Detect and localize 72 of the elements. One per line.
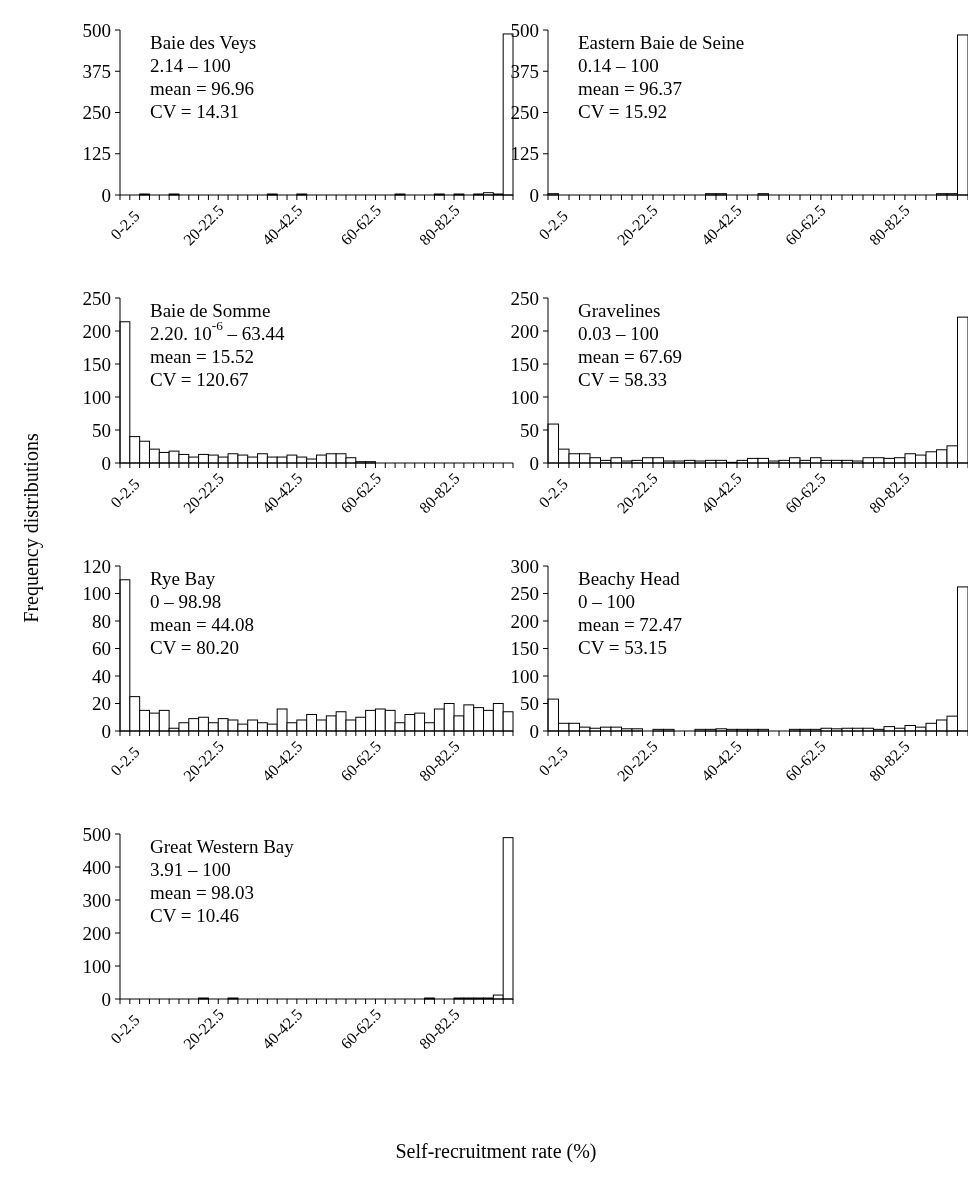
annotation: 0 – 98.98 [150, 590, 222, 612]
annotation: 2.20. 10$^{-6}$ – 63.44 [150, 318, 286, 344]
chart-title: Gravelines [578, 299, 661, 321]
annotation: mean = 67.69 [578, 345, 683, 367]
y-tick-label: 150 [82, 353, 111, 375]
annotation: CV = 10.46 [150, 904, 240, 926]
annotation: CV = 120.67 [150, 368, 249, 390]
y-tick-label: 500 [82, 823, 111, 845]
annotation: mean = 96.96 [150, 77, 255, 99]
y-tick-label: 300 [82, 889, 111, 911]
y-tick-label: 150 [510, 353, 539, 375]
y-tick-label: 200 [510, 320, 539, 342]
annotation: mean = 72.47 [578, 613, 683, 635]
y-tick-label: 0 [529, 720, 539, 742]
y-tick-label: 200 [82, 922, 111, 944]
y-tick-label: 200 [82, 320, 111, 342]
y-tick-label: 250 [510, 583, 539, 604]
annotation: 2.14 – 100 [150, 54, 231, 76]
y-tick-label: 50 [520, 693, 539, 714]
y-tick-label: 500 [82, 19, 111, 41]
y-tick-label: 0 [101, 184, 111, 206]
chart-title: Beachy Head [578, 567, 681, 589]
y-tick-label: 125 [510, 143, 539, 165]
y-tick-label: 100 [510, 386, 539, 408]
y-tick-label: 50 [520, 419, 539, 441]
y-tick-label: 0 [529, 184, 539, 206]
y-tick-label: 250 [510, 287, 539, 309]
annotation: CV = 58.33 [578, 368, 668, 390]
y-tick-label: 60 [92, 638, 111, 659]
annotation: 0.03 – 100 [578, 322, 659, 344]
chart-title: Rye Bay [150, 567, 216, 589]
y-tick-label: 250 [510, 102, 539, 123]
annotation: CV = 14.31 [150, 100, 240, 122]
y-tick-label: 100 [82, 583, 111, 604]
chart-title: Great Western Bay [150, 835, 295, 857]
annotation: mean = 44.08 [150, 613, 255, 635]
y-tick-label: 300 [510, 555, 539, 577]
y-tick-label: 375 [510, 60, 539, 82]
y-tick-label: 20 [92, 693, 111, 714]
annotation: 3.91 – 100 [150, 858, 231, 880]
y-tick-label: 0 [529, 452, 539, 474]
x-axis-title: Self-recruitment rate (%) [395, 1140, 597, 1163]
chart-title: Baie de Somme [150, 299, 271, 321]
y-axis-title: Frequency distributions [20, 433, 43, 623]
annotation: CV = 53.15 [578, 636, 668, 658]
y-tick-label: 80 [92, 610, 111, 632]
y-tick-label: 120 [82, 555, 111, 577]
annotation: 0.14 – 100 [578, 54, 659, 76]
annotation: 0 – 100 [578, 590, 635, 612]
y-tick-label: 400 [82, 856, 111, 878]
y-tick-label: 125 [82, 143, 111, 165]
annotation: mean = 98.03 [150, 881, 255, 903]
y-tick-label: 0 [101, 988, 111, 1010]
annotation: CV = 15.92 [578, 100, 668, 122]
y-tick-label: 500 [510, 19, 539, 41]
y-tick-label: 0 [101, 720, 111, 742]
y-tick-label: 100 [510, 665, 539, 687]
y-tick-label: 0 [101, 452, 111, 474]
y-tick-label: 375 [82, 60, 111, 82]
y-tick-label: 100 [82, 955, 111, 977]
y-tick-label: 250 [82, 287, 111, 309]
y-tick-label: 200 [510, 610, 539, 632]
y-tick-label: 50 [92, 419, 111, 441]
annotation: CV = 80.20 [150, 636, 240, 658]
y-tick-label: 40 [92, 665, 111, 687]
chart-title: Baie des Veys [150, 31, 257, 53]
y-tick-label: 250 [82, 102, 111, 123]
annotation: mean = 96.37 [578, 77, 683, 99]
y-tick-label: 150 [510, 638, 539, 659]
annotation: mean = 15.52 [150, 345, 255, 367]
y-tick-label: 100 [82, 386, 111, 408]
chart-title: Eastern Baie de Seine [578, 31, 745, 53]
